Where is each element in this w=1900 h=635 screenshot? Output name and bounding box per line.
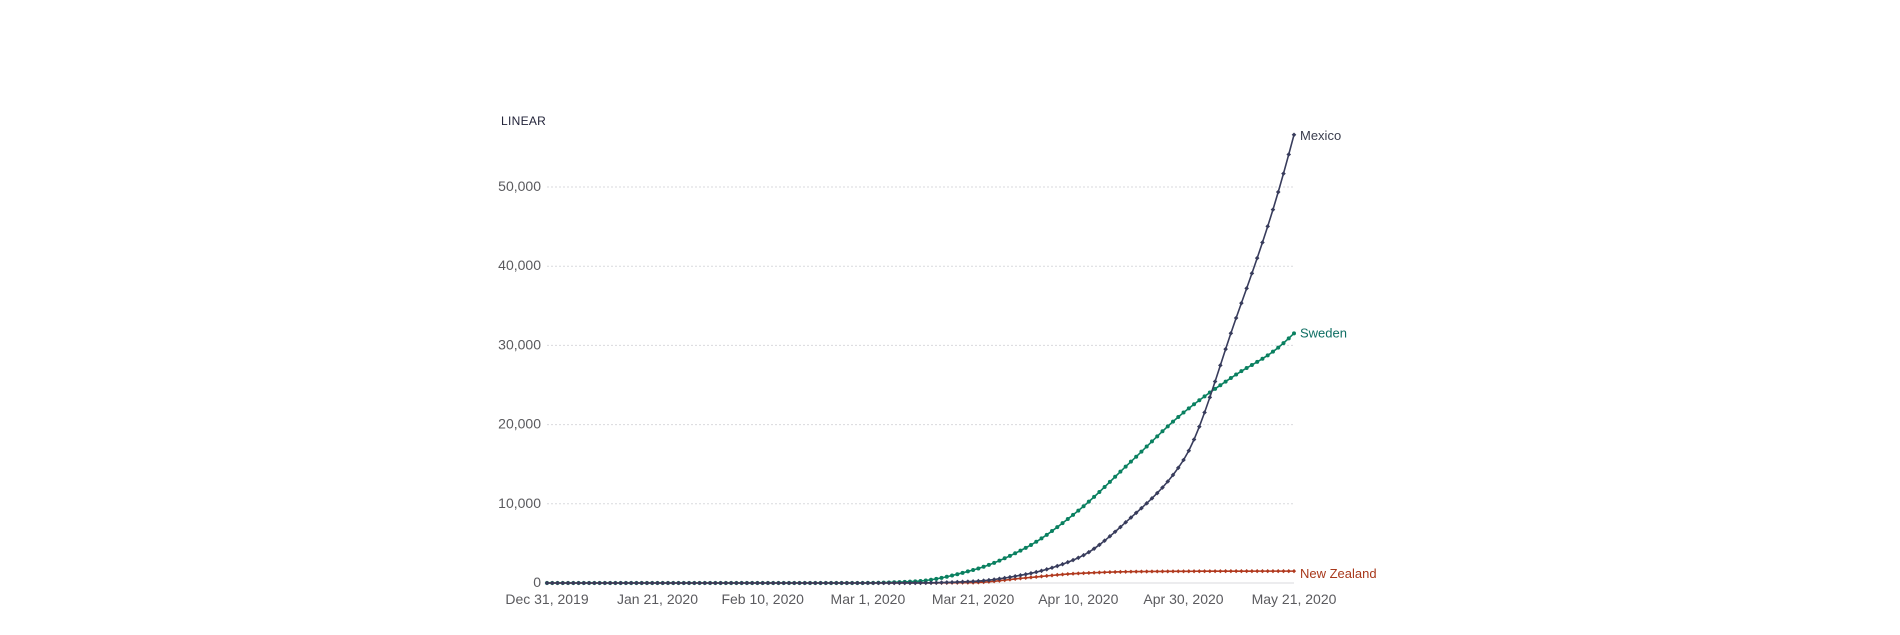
svg-text:Dec 31, 2019: Dec 31, 2019	[505, 591, 588, 607]
svg-text:Jan 21, 2020: Jan 21, 2020	[617, 591, 698, 607]
svg-text:Sweden: Sweden	[1300, 326, 1347, 341]
svg-text:Feb 10, 2020: Feb 10, 2020	[721, 591, 804, 607]
svg-text:0: 0	[533, 574, 541, 590]
svg-text:Mar 1, 2020: Mar 1, 2020	[831, 591, 906, 607]
svg-text:20,000: 20,000	[498, 416, 541, 432]
svg-text:Mar 21, 2020: Mar 21, 2020	[932, 591, 1015, 607]
svg-text:10,000: 10,000	[498, 495, 541, 511]
svg-text:Mexico: Mexico	[1300, 128, 1341, 143]
svg-text:30,000: 30,000	[498, 336, 541, 352]
svg-text:New Zealand: New Zealand	[1300, 566, 1377, 581]
svg-text:50,000: 50,000	[498, 178, 541, 194]
svg-text:May 21, 2020: May 21, 2020	[1252, 591, 1337, 607]
svg-text:LINEAR: LINEAR	[501, 114, 546, 128]
svg-text:Apr 30, 2020: Apr 30, 2020	[1143, 591, 1223, 607]
svg-text:Apr 10, 2020: Apr 10, 2020	[1038, 591, 1118, 607]
svg-text:40,000: 40,000	[498, 257, 541, 273]
